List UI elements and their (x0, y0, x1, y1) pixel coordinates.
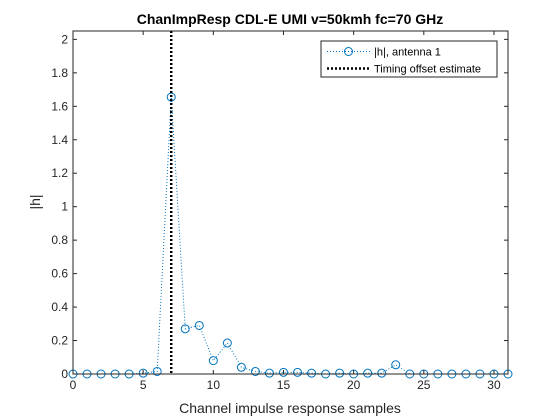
y-tick-label: 1.8 (51, 66, 68, 80)
x-tick-label: 10 (207, 378, 221, 392)
plot-box (72, 30, 509, 375)
y-tick-label: 1.4 (51, 133, 68, 147)
data-point (307, 368, 317, 378)
x-tick-label: 5 (140, 378, 147, 392)
y-tick-label: 0.2 (51, 334, 68, 348)
y-tick-label: 0 (61, 367, 68, 381)
x-tick-label: 0 (70, 378, 77, 392)
data-point (152, 366, 162, 376)
data-point (278, 367, 288, 377)
legend-label-series-1: |h|, antenna 1 (374, 47, 441, 59)
data-point (208, 356, 218, 366)
x-tick-label: 30 (487, 378, 501, 392)
data-point (391, 360, 401, 370)
data-point (194, 320, 204, 330)
x-axis-label: Channel impulse response samples (179, 400, 401, 416)
plot-area (73, 31, 508, 374)
y-tick-label: 2 (61, 32, 68, 46)
data-point (377, 368, 387, 378)
legend-marker-series-1 (344, 47, 353, 56)
y-tick-label: 1.2 (51, 166, 68, 180)
x-tick-label: 25 (417, 378, 431, 392)
y-tick-label: 0.4 (51, 300, 68, 314)
data-point (180, 324, 190, 334)
data-point (363, 368, 373, 378)
data-point (138, 368, 148, 378)
y-axis-label: |h| (27, 194, 43, 209)
data-point (335, 368, 345, 378)
data-point (222, 338, 232, 348)
legend-box (320, 40, 498, 78)
data-point (293, 367, 303, 377)
data-point (166, 92, 176, 102)
legend-label-timing-offset: Timing offset estimate (374, 64, 481, 76)
data-point (236, 362, 246, 372)
chart-title: ChanImpResp CDL-E UMI v=50kmh fc=70 GHz (137, 11, 444, 27)
legend: |h|, antenna 1 Timing offset estimate (320, 40, 498, 78)
x-tick-label: 15 (277, 378, 291, 392)
y-tick-label: 1.6 (51, 99, 68, 113)
y-tick-label: 0.8 (51, 233, 68, 247)
data-point (264, 368, 274, 378)
data-point (250, 366, 260, 376)
y-tick-label: 1 (61, 200, 68, 214)
x-tick-label: 20 (347, 378, 361, 392)
y-tick-label: 0.6 (51, 267, 68, 281)
